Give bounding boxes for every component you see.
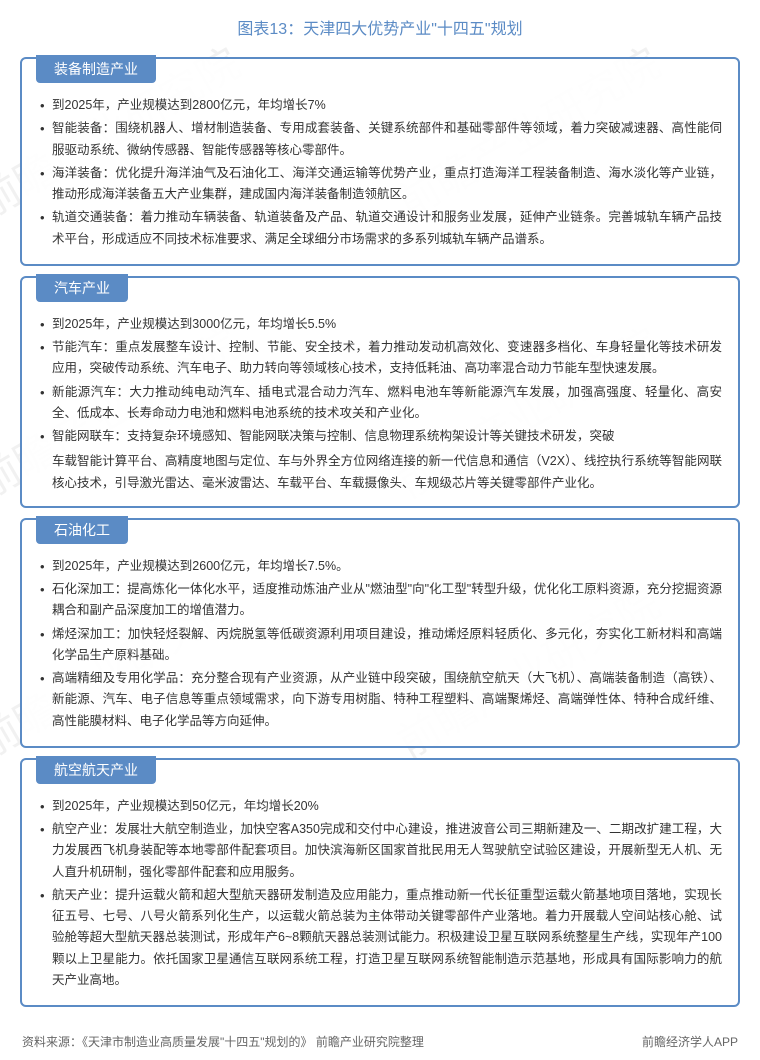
document-container: 图表13：天津四大优势产业"十四五"规划 装备制造产业到2025年，产业规模达到… xyxy=(0,0,760,1027)
bullet-item: 到2025年，产业规模达到50亿元，年均增长20% xyxy=(38,796,722,817)
section-body: 到2025年，产业规模达到3000亿元，年均增长5.5%节能汽车：重点发展整车设… xyxy=(22,304,738,506)
bullet-item: 节能汽车：重点发展整车设计、控制、节能、安全技术，着力推动发动机高效化、变速器多… xyxy=(38,337,722,380)
source-text: 资料来源：《天津市制造业高质量发展"十四五"规划的》 前瞻产业研究院整理 xyxy=(22,1033,424,1050)
industry-section: 装备制造产业到2025年，产业规模达到2800亿元，年均增长7%智能装备：围绕机… xyxy=(20,57,740,266)
bullet-item: 到2025年，产业规模达到2800亿元，年均增长7% xyxy=(38,95,722,116)
section-body: 到2025年，产业规模达到2800亿元，年均增长7%智能装备：围绕机器人、增材制… xyxy=(22,85,738,264)
bullet-item: 航天产业：提升运载火箭和超大型航天器研发制造及应用能力，重点推动新一代长征重型运… xyxy=(38,885,722,991)
section-header: 装备制造产业 xyxy=(36,55,156,83)
section-header: 汽车产业 xyxy=(36,274,128,302)
bullet-list: 到2025年，产业规模达到50亿元，年均增长20%航空产业：发展壮大航空制造业，… xyxy=(38,796,722,991)
bullet-item: 烯烃深加工：加快轻烃裂解、丙烷脱氢等低碳资源利用项目建设，推动烯烃原料轻质化、多… xyxy=(38,624,722,667)
section-header: 航空航天产业 xyxy=(36,756,156,784)
bullet-item: 石化深加工：提高炼化一体化水平，适度推动炼油产业从"燃油型"向"化工型"转型升级… xyxy=(38,579,722,622)
industry-section: 石油化工到2025年，产业规模达到2600亿元，年均增长7.5%。石化深加工：提… xyxy=(20,518,740,748)
section-body: 到2025年，产业规模达到2600亿元，年均增长7.5%。石化深加工：提高炼化一… xyxy=(22,546,738,746)
section-header: 石油化工 xyxy=(36,516,128,544)
footer: 资料来源：《天津市制造业高质量发展"十四五"规划的》 前瞻产业研究院整理 前瞻经… xyxy=(0,1027,760,1060)
bullet-item: 海洋装备：优化提升海洋油气及石油化工、海洋交通运输等优势产业，重点打造海洋工程装… xyxy=(38,163,722,206)
bullet-item: 到2025年，产业规模达到2600亿元，年均增长7.5%。 xyxy=(38,556,722,577)
bullet-item: 智能网联车：支持复杂环境感知、智能网联决策与控制、信息物理系统构架设计等关键技术… xyxy=(38,426,722,447)
bullet-item: 轨道交通装备：着力推动车辆装备、轨道装备及产品、轨道交通设计和服务业发展，延伸产… xyxy=(38,207,722,250)
bullet-item: 航空产业：发展壮大航空制造业，加快空客A350完成和交付中心建设，推进波音公司三… xyxy=(38,819,722,883)
industry-section: 汽车产业到2025年，产业规模达到3000亿元，年均增长5.5%节能汽车：重点发… xyxy=(20,276,740,508)
extra-text: 车载智能计算平台、高精度地图与定位、车与外界全方位网络连接的新一代信息和通信（V… xyxy=(38,451,722,494)
bullet-item: 新能源汽车：大力推动纯电动汽车、插电式混合动力汽车、燃料电池车等新能源汽车发展，… xyxy=(38,382,722,425)
chart-title: 图表13：天津四大优势产业"十四五"规划 xyxy=(20,15,740,39)
bullet-item: 到2025年，产业规模达到3000亿元，年均增长5.5% xyxy=(38,314,722,335)
bullet-item: 高端精细及专用化学品：充分整合现有产业资源，从产业链中段突破，围绕航空航天（大飞… xyxy=(38,668,722,732)
bullet-list: 到2025年，产业规模达到3000亿元，年均增长5.5%节能汽车：重点发展整车设… xyxy=(38,314,722,448)
bullet-list: 到2025年，产业规模达到2800亿元，年均增长7%智能装备：围绕机器人、增材制… xyxy=(38,95,722,250)
bullet-item: 智能装备：围绕机器人、增材制造装备、专用成套装备、关键系统部件和基础零部件等领域… xyxy=(38,118,722,161)
section-body: 到2025年，产业规模达到50亿元，年均增长20%航空产业：发展壮大航空制造业，… xyxy=(22,786,738,1005)
bullet-list: 到2025年，产业规模达到2600亿元，年均增长7.5%。石化深加工：提高炼化一… xyxy=(38,556,722,732)
app-credit: 前瞻经济学人APP xyxy=(642,1033,738,1050)
industry-section: 航空航天产业到2025年，产业规模达到50亿元，年均增长20%航空产业：发展壮大… xyxy=(20,758,740,1007)
